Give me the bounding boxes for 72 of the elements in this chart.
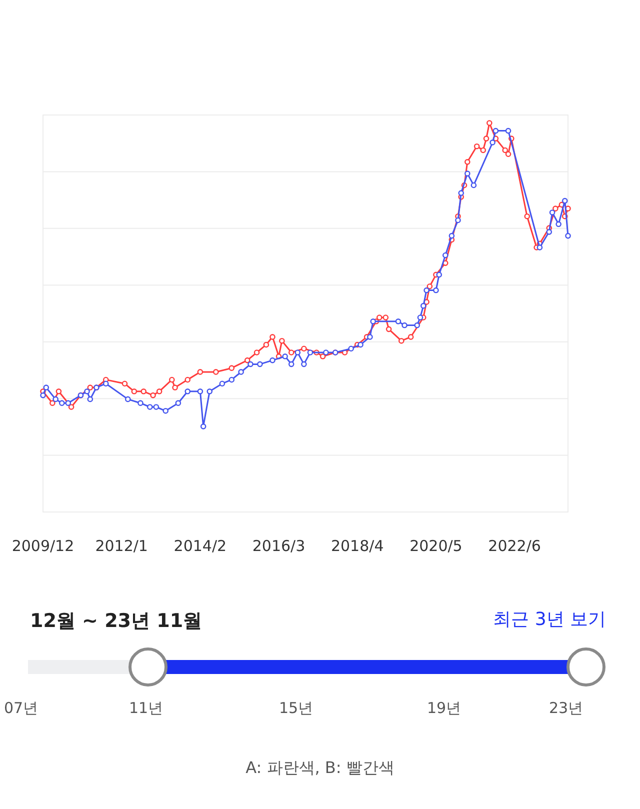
point	[146, 404, 153, 410]
point	[492, 128, 499, 134]
point	[228, 376, 235, 383]
point	[414, 322, 420, 328]
point	[282, 354, 288, 360]
point	[546, 229, 552, 235]
point	[58, 400, 65, 406]
x-tick-label: 2009/12	[12, 537, 74, 555]
point	[556, 221, 562, 228]
point	[455, 217, 461, 224]
point	[294, 350, 301, 356]
point	[348, 346, 354, 352]
text: 15년	[278, 699, 314, 717]
point	[370, 318, 376, 324]
point	[102, 380, 109, 387]
point	[175, 400, 182, 406]
point	[288, 361, 294, 368]
text: 19년	[426, 699, 462, 717]
point	[197, 388, 204, 394]
point	[270, 357, 276, 364]
point	[40, 392, 46, 398]
point	[153, 404, 160, 410]
point	[307, 350, 314, 356]
point	[219, 380, 226, 387]
point	[43, 384, 50, 390]
point	[323, 350, 329, 356]
text: A: 파란색, B: 빨간색	[246, 758, 394, 777]
point	[458, 190, 464, 196]
point	[200, 424, 206, 430]
point	[238, 369, 244, 375]
point	[505, 128, 512, 134]
point	[301, 361, 307, 368]
point	[65, 400, 72, 406]
text: 07년	[4, 699, 38, 717]
point	[562, 198, 568, 204]
point	[420, 302, 426, 309]
point	[367, 334, 373, 340]
point	[124, 396, 131, 402]
text: 11년	[128, 699, 164, 717]
point	[464, 170, 470, 176]
x-tick-label: 2018/4	[330, 537, 384, 555]
point	[52, 396, 58, 402]
point	[536, 244, 543, 250]
point	[206, 388, 213, 394]
point	[84, 388, 90, 394]
text: 12월 ~ 23년 11월	[30, 610, 202, 632]
point	[184, 388, 191, 394]
point	[448, 232, 455, 239]
point	[257, 361, 263, 368]
point	[424, 287, 430, 294]
point	[433, 287, 439, 294]
point	[436, 272, 442, 278]
point	[138, 400, 144, 406]
point	[358, 342, 364, 348]
point	[395, 318, 402, 324]
point	[87, 396, 94, 402]
point	[402, 322, 408, 328]
x-tick-label: 2020/5	[410, 537, 462, 555]
point	[565, 232, 571, 239]
x-tick-label: 2012/1	[95, 537, 148, 555]
point	[490, 140, 496, 146]
point	[442, 252, 448, 258]
text: 최근 3년 보기	[493, 609, 606, 630]
point	[417, 314, 424, 320]
point	[470, 182, 477, 188]
x-tick-label: 2016/3	[252, 537, 306, 555]
x-tick-label: 2014/2	[174, 537, 227, 555]
x-tick-label: 2022/6	[488, 537, 541, 555]
text: 23년	[548, 699, 584, 717]
point	[549, 210, 556, 216]
point	[248, 361, 254, 368]
point	[162, 408, 169, 414]
